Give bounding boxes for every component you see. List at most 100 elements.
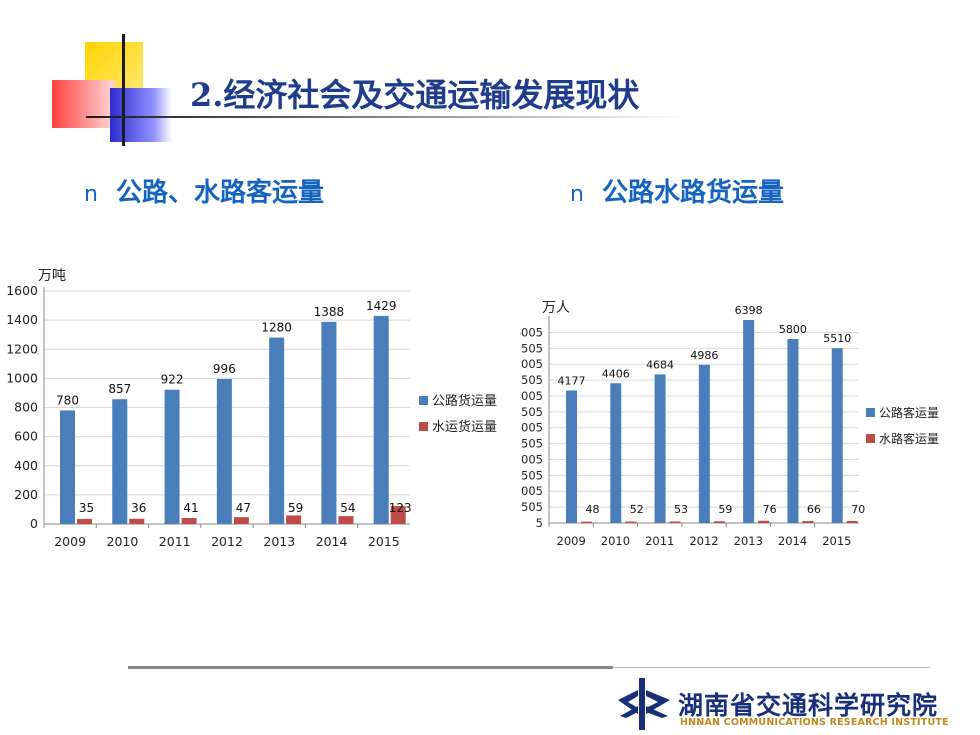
legend-swatch [419, 396, 428, 405]
bar-primary [698, 364, 710, 523]
bar-primary [373, 315, 389, 524]
data-label: 54 [340, 501, 355, 515]
y-axis-label: 万人 [542, 300, 570, 316]
bar-secondary [77, 518, 92, 524]
data-label: 5510 [823, 332, 851, 345]
footer-line-right [613, 667, 930, 668]
x-tick-label: 2012 [689, 534, 718, 548]
legend-label: 公路货运量 [432, 393, 497, 409]
data-label: 59 [718, 503, 732, 516]
x-tick-label: 2009 [54, 534, 86, 549]
data-label: 4177 [558, 375, 586, 388]
bar-primary [831, 348, 843, 523]
x-tick-label: 2015 [822, 534, 851, 548]
y-tick-label: 1200 [6, 341, 38, 356]
y-tick-label: 800 [14, 400, 38, 415]
y-tick-label: 505 [521, 500, 543, 514]
bullet-text: 公路、水路客运量 [115, 178, 324, 208]
y-tick-label: 3005 [520, 421, 543, 435]
y-tick-label: 400 [14, 458, 38, 473]
y-tick-label: 5 [536, 516, 543, 530]
legend-label: 水运货运量 [432, 419, 497, 435]
y-tick-label: 3505 [520, 405, 543, 419]
x-tick-label: 2010 [107, 534, 139, 549]
data-label: 4986 [690, 349, 718, 362]
x-tick-label: 2015 [368, 534, 400, 549]
bullet-marker: n [84, 182, 98, 207]
data-label: 59 [288, 501, 303, 515]
data-label: 922 [161, 373, 184, 387]
bar-primary [164, 389, 180, 524]
data-label: 857 [108, 382, 131, 396]
data-label: 780 [56, 393, 79, 407]
bar-secondary [625, 521, 637, 524]
bar-primary [787, 338, 799, 523]
x-tick-label: 2011 [645, 534, 674, 548]
bar-primary [60, 410, 75, 524]
title-decoration [52, 34, 686, 146]
data-label: 53 [674, 503, 688, 516]
y-tick-label: 1000 [6, 370, 38, 385]
bullet-marker: n [570, 182, 584, 207]
data-label: 4406 [602, 367, 630, 380]
y-tick-label: 2005 [520, 452, 543, 466]
slide-title: 2.经济社会及交通运输发展现状 [190, 76, 640, 114]
data-label: 70 [851, 503, 865, 516]
bar-primary [610, 383, 622, 523]
data-label: 1280 [261, 321, 292, 335]
institute-name-cn: 湖南省交通科学研究院 [678, 691, 939, 720]
x-tick-label: 2011 [159, 534, 191, 549]
data-label: 47 [236, 501, 251, 515]
data-label: 6398 [735, 304, 763, 317]
bar-primary [216, 378, 232, 524]
data-label: 5800 [779, 323, 807, 336]
bar-primary [269, 337, 285, 524]
x-tick-label: 2012 [211, 534, 243, 549]
data-label: 4684 [646, 358, 674, 371]
x-tick-label: 2014 [778, 534, 807, 548]
data-label: 1388 [314, 305, 345, 319]
bar-secondary [758, 520, 770, 523]
data-label: 76 [763, 503, 777, 516]
y-tick-label: 2505 [520, 437, 543, 451]
bar-primary [566, 390, 577, 523]
data-label: 52 [630, 503, 644, 516]
bar-secondary [669, 521, 681, 523]
passenger-chart: 万人55051005150520052505300535054005450550… [520, 300, 939, 548]
y-tick-label: 1005 [520, 484, 543, 498]
footer-line [128, 666, 613, 669]
bar-secondary [846, 520, 858, 523]
y-tick-label: 6005 [520, 325, 543, 339]
legend-swatch [419, 422, 428, 431]
bullet-freight: n 公路水路货运量 [570, 172, 784, 209]
bar-secondary [181, 518, 197, 524]
legend-label: 公路客运量 [879, 405, 939, 420]
data-label: 48 [586, 503, 600, 516]
y-tick-label: 200 [14, 487, 38, 502]
bar-primary [321, 321, 337, 524]
x-tick-label: 2014 [316, 534, 348, 549]
data-label: 996 [213, 362, 236, 376]
legend-label: 水路客运量 [879, 431, 939, 446]
bullet-text: 公路水路货运量 [601, 178, 784, 208]
data-label: 35 [79, 501, 94, 515]
institute-logo-icon [618, 678, 670, 730]
bar-secondary [802, 521, 814, 523]
bar-secondary [129, 518, 145, 524]
bar-primary [743, 320, 755, 523]
x-tick-label: 2009 [557, 534, 586, 548]
y-tick-label: 4005 [520, 389, 543, 403]
bar-secondary [338, 516, 354, 524]
data-label: 41 [183, 501, 198, 515]
bar-secondary [233, 517, 249, 524]
bar-secondary [390, 506, 406, 524]
institute-name-en: HNNAN COMMUNICATIONS RESEARCH INSTITUTE [680, 717, 949, 728]
y-tick-label: 600 [14, 429, 38, 444]
data-label: 36 [131, 501, 146, 515]
freight-chart: 万吨 0 200 400 600 800 1000 1200 1400 1600 2009 780 35… [6, 268, 497, 549]
y-tick-label: 0 [30, 516, 38, 531]
y-axis-label: 万吨 [38, 268, 66, 284]
legend-swatch [866, 408, 875, 417]
x-tick-label: 2013 [734, 534, 763, 548]
